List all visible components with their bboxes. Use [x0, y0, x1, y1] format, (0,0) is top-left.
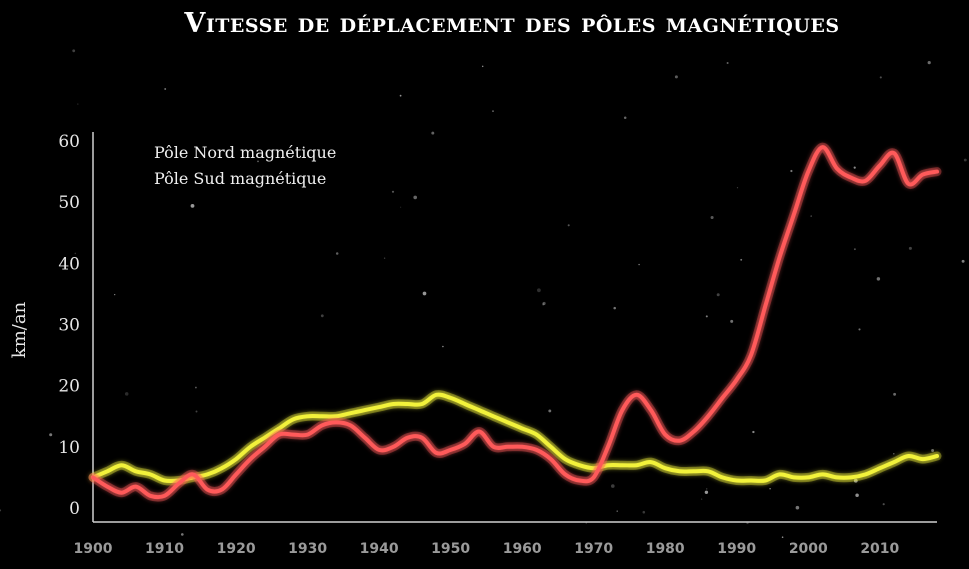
star [422, 291, 427, 296]
star [180, 533, 184, 536]
x-tick-label: 1950 [431, 541, 470, 557]
star [542, 301, 546, 305]
star [706, 488, 708, 490]
star [795, 505, 800, 510]
x-tick-label: 1930 [288, 541, 327, 557]
star [931, 449, 935, 452]
star [195, 410, 198, 413]
star [623, 116, 627, 119]
star [49, 433, 53, 437]
star [858, 328, 861, 331]
star [74, 252, 77, 255]
star [383, 257, 386, 259]
star [810, 215, 812, 217]
star [399, 94, 402, 97]
star [710, 215, 714, 220]
y-tick-label: 40 [58, 254, 80, 274]
star [114, 294, 116, 296]
star [893, 392, 897, 396]
star [736, 187, 739, 189]
star [790, 169, 793, 173]
star [876, 277, 881, 281]
starfield-background [0, 49, 967, 538]
star [413, 195, 418, 200]
star [893, 452, 895, 455]
star [638, 263, 640, 266]
y-tick-label: 50 [58, 193, 80, 213]
star [613, 306, 616, 310]
star [769, 488, 771, 490]
star [879, 76, 882, 79]
star [963, 158, 967, 162]
x-tick-label: 2000 [789, 541, 828, 557]
y-tick-label: 30 [58, 316, 80, 336]
star [391, 190, 395, 193]
star [855, 493, 859, 498]
x-tick-label: 1970 [574, 541, 613, 557]
series-line-nord [91, 145, 939, 500]
star [194, 386, 197, 389]
star [752, 430, 755, 434]
star [190, 204, 195, 208]
star [567, 224, 570, 227]
y-tick-label: 20 [58, 377, 80, 397]
star [335, 252, 339, 255]
star [730, 319, 734, 323]
star [537, 288, 541, 293]
star [927, 61, 931, 65]
star [908, 246, 912, 250]
star [442, 345, 444, 348]
chart-title: Vitesse de déplacement des pôles magnéti… [183, 8, 839, 39]
star [616, 510, 618, 512]
star [882, 503, 885, 506]
star [542, 303, 545, 306]
star [853, 166, 856, 169]
x-tick-label: 2010 [860, 541, 899, 557]
star [853, 478, 858, 483]
star [124, 392, 129, 396]
star [0, 509, 2, 512]
star [164, 88, 167, 90]
x-tick-label: 1900 [74, 541, 113, 557]
series-glow-nord [88, 142, 942, 502]
star [481, 65, 484, 68]
star [320, 314, 324, 318]
legend-label-sud: Pôle Sud magnétique [154, 169, 326, 188]
x-tick-label: 1920 [217, 541, 256, 557]
star [961, 259, 965, 263]
star [853, 248, 856, 251]
star [740, 258, 743, 261]
series-lines [88, 142, 942, 502]
star [77, 103, 79, 105]
x-tick-label: 1910 [145, 541, 184, 557]
series-line-sud [91, 392, 939, 484]
star [431, 131, 435, 135]
x-tick-label: 1990 [717, 541, 756, 557]
legend: Pôle Nord magnétique Pôle Sud magnétique [104, 143, 336, 188]
star [399, 206, 402, 208]
star [781, 536, 784, 538]
x-tick-label: 1980 [646, 541, 685, 557]
x-tick-label: 1940 [360, 541, 399, 557]
y-tick-label: 10 [58, 438, 80, 458]
star [548, 409, 552, 413]
star [72, 49, 76, 53]
star [674, 75, 678, 79]
axes: 0 10 20 30 40 50 60 1900 1910 1920 1930 1940 1950 196… [58, 132, 937, 557]
star [611, 484, 615, 488]
legend-label-nord: Pôle Nord magnétique [154, 143, 336, 162]
star [705, 315, 708, 318]
star [726, 62, 729, 64]
star [716, 293, 720, 297]
y-axis-label: km/an [9, 301, 30, 358]
star [704, 490, 709, 494]
y-tick-label: 0 [69, 499, 80, 519]
star [492, 110, 494, 112]
x-tick-label: 1960 [503, 541, 542, 557]
star [700, 498, 703, 500]
star [257, 160, 259, 163]
star [642, 510, 646, 514]
y-tick-label: 60 [58, 132, 80, 152]
